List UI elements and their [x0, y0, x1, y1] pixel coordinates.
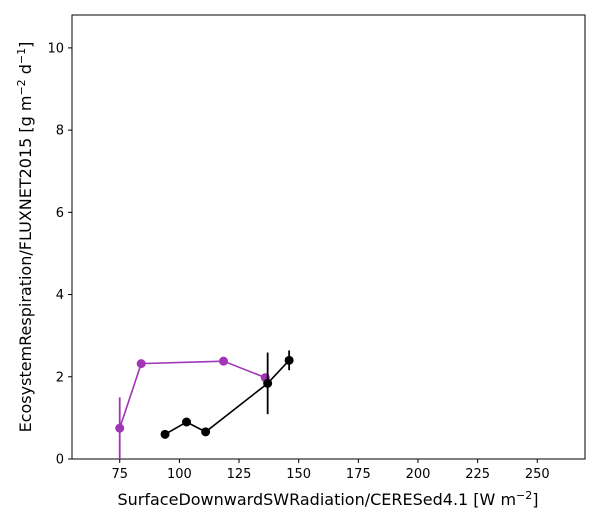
x-axis-label-sup: −2: [516, 489, 532, 502]
y-tick-label: 0: [56, 453, 64, 468]
x-tick-label: 200: [406, 467, 431, 482]
y-axis-label-mid: d: [16, 64, 35, 79]
y-tick-label: 4: [56, 288, 64, 303]
series-line: [118, 360, 266, 429]
y-axis-ticks: 0 2 4 6 8 10: [47, 41, 72, 468]
x-axis-label-end: ]: [532, 490, 538, 509]
x-axis-label-base: SurfaceDownwardSWRadiation/CERESed4.1 [W…: [117, 490, 516, 509]
data-point: [263, 378, 273, 388]
series-layer: [115, 350, 294, 459]
y-axis-label: EcosystemRespiration/FLUXNET2015 [g m−2 …: [15, 42, 35, 433]
plot-area: [71, 14, 586, 460]
x-axis-label: SurfaceDownwardSWRadiation/CERESed4.1 [W…: [117, 489, 538, 509]
y-axis-label-sup1: −2: [15, 79, 28, 95]
y-tick-label: 2: [56, 370, 64, 385]
series-1: [160, 350, 294, 439]
x-tick-label: 225: [465, 467, 490, 482]
y-axis-label-end: ]: [16, 42, 35, 48]
x-axis-ticks: 75 100 125 150 175 200 225 250: [111, 459, 550, 482]
data-point: [136, 359, 146, 369]
x-tick-label: 100: [167, 467, 192, 482]
data-point: [160, 429, 170, 439]
data-point: [284, 355, 294, 365]
y-tick-label: 8: [56, 124, 64, 139]
y-axis-label-base: EcosystemRespiration/FLUXNET2015 [g m: [16, 96, 35, 433]
y-tick-label: 6: [56, 206, 64, 221]
x-tick-label: 150: [286, 467, 311, 482]
data-point: [201, 427, 211, 437]
y-tick-label: 10: [47, 41, 64, 56]
data-point: [219, 356, 229, 366]
x-tick-label: 175: [346, 467, 371, 482]
y-axis-label-sup2: −1: [15, 48, 28, 64]
x-tick-label: 125: [227, 467, 252, 482]
x-tick-label: 250: [525, 467, 550, 482]
x-tick-label: 75: [111, 467, 128, 482]
data-point: [115, 423, 125, 433]
data-point: [182, 417, 192, 427]
